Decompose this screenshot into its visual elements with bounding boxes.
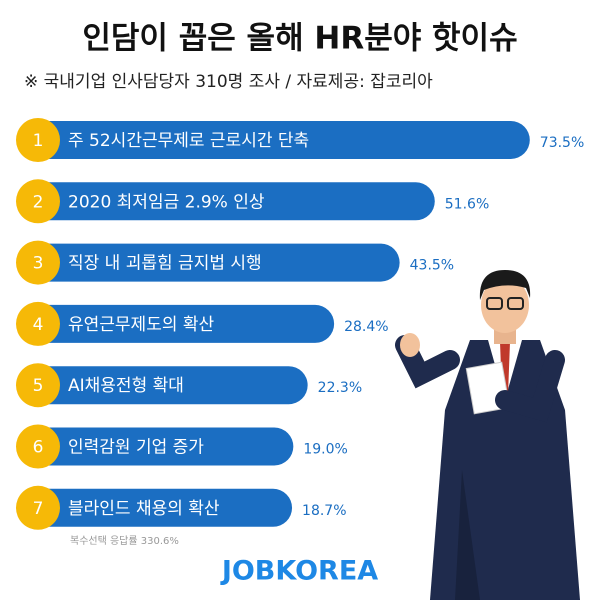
rank-label: 5	[33, 376, 44, 396]
rank-badge	[16, 363, 60, 408]
bar	[20, 488, 293, 527]
value-label: 73.5%	[540, 135, 584, 151]
rank-label: 4	[33, 315, 44, 335]
bar	[20, 427, 294, 466]
category-label: 주 52시간근무제로 근로시간 단축	[68, 131, 309, 151]
businessman-illustration	[395, 270, 580, 600]
rank-badge	[16, 240, 60, 285]
chart-title: 인담이 꼽은 올해 HR분야 핫이슈	[82, 21, 517, 57]
category-label: 직장 내 괴롭힘 금지법 시행	[68, 254, 262, 274]
logo: JOBKOREA	[220, 556, 378, 587]
rank-label: 2	[33, 192, 44, 212]
rank-label: 6	[33, 438, 44, 458]
chart-subtitle: ※ 국내기업 인사담당자 310명 조사 / 자료제공: 잡코리아	[24, 72, 433, 92]
footnote: 복수선택 응답률 330.6%	[70, 535, 179, 547]
rank-badge	[16, 485, 60, 530]
bar	[20, 121, 530, 159]
rank-badge	[16, 301, 60, 346]
value-label: 28.4%	[344, 319, 388, 335]
rank-badge	[16, 179, 60, 224]
category-label: 블라인드 채용의 확산	[68, 499, 220, 519]
rank-label: 3	[33, 254, 44, 274]
value-label: 19.0%	[303, 442, 347, 458]
rank-badge	[16, 424, 60, 469]
bar	[20, 304, 335, 343]
value-label: 51.6%	[445, 196, 489, 212]
category-label: 2020 최저임금 2.9% 인상	[68, 192, 265, 212]
rank-badge	[16, 118, 60, 162]
value-label: 43.5%	[410, 258, 454, 274]
category-label: AI채용전형 확대	[68, 376, 184, 396]
rank-label: 1	[33, 131, 44, 151]
category-label: 유연근무제도의 확산	[68, 315, 215, 335]
value-label: 18.7%	[302, 503, 346, 519]
bar	[20, 366, 308, 405]
bar	[20, 243, 400, 282]
bar	[20, 182, 435, 221]
rank-label: 7	[33, 499, 44, 519]
value-label: 22.3%	[318, 380, 362, 396]
category-label: 인력감원 기업 증가	[68, 438, 204, 458]
